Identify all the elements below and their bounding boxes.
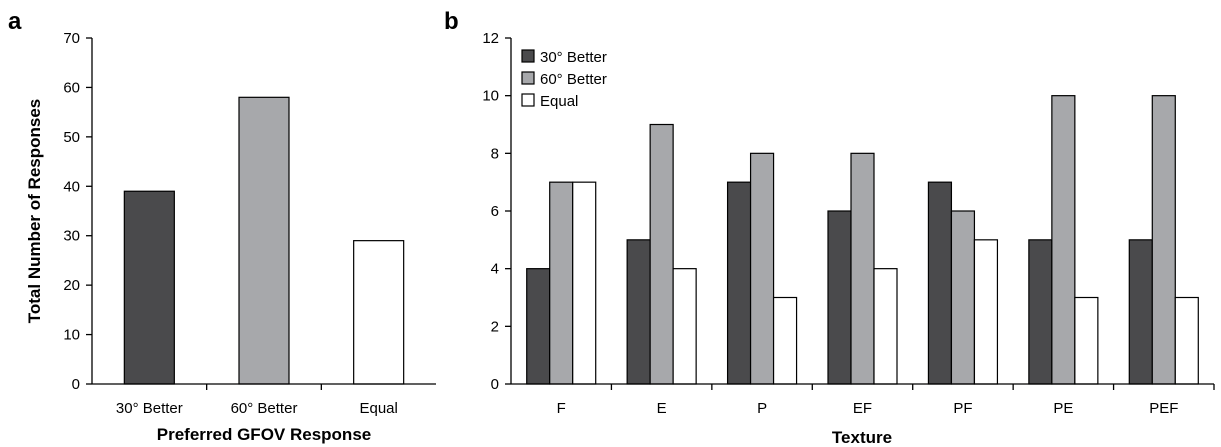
panel-b-bar <box>1051 95 1076 385</box>
panel-b-y-tick-label: 0 <box>491 376 499 393</box>
panel-b-x-axis-title: Texture <box>832 428 892 447</box>
panel-b-bars <box>526 95 1199 385</box>
panel-b-bar <box>927 181 953 385</box>
panel-b-y-tick-label: 4 <box>491 261 499 278</box>
panel-a-x-tick-label: 60° Better <box>231 400 298 417</box>
panel-b-bar <box>973 239 999 385</box>
panel-b-bar <box>850 152 875 385</box>
panel-b-x-tick-label: PF <box>953 400 972 417</box>
panel-b-legend-swatch <box>521 49 535 63</box>
panel-a-x-axis-title: Preferred GFOV Response <box>157 425 371 444</box>
panel-b-bar <box>1128 239 1153 385</box>
panel-b-legend-swatch <box>521 93 535 107</box>
panel-a-y-tick-label: 70 <box>63 30 80 47</box>
panel-a-y-tick-label: 60 <box>63 79 80 96</box>
panel-b-x-tick-label: P <box>757 400 767 417</box>
panel-b-bar <box>649 123 674 385</box>
panel-b-bar <box>1074 296 1099 385</box>
panel-b-bar <box>772 296 798 385</box>
panel-b-legend: 30° Better 60° Better Equal <box>521 49 607 110</box>
panel-b-bar <box>549 181 574 385</box>
panel-b-legend-label: 30° Better <box>540 49 607 66</box>
panel-b-legend-label: Equal <box>540 93 578 110</box>
panel-a-y-tick-label: 40 <box>63 178 80 195</box>
panel-b-bar <box>950 210 976 385</box>
panel-a-x-tick-label: 30° Better <box>116 400 183 417</box>
panel-b-x-tick-label: E <box>657 400 667 417</box>
panel-b-y-tick-label: 2 <box>491 318 499 335</box>
panel-b-y-tick-label: 6 <box>491 203 499 220</box>
panel-b-bar <box>572 181 597 385</box>
panel-a-x-tick-label: Equal <box>359 400 397 417</box>
panel-b-bar <box>1151 95 1176 385</box>
panel-a-y-ticks: 0 10 20 30 40 50 60 70 <box>63 30 92 393</box>
panel-b-x-tick-label: PEF <box>1149 400 1178 417</box>
panel-a-bar <box>123 190 175 385</box>
panel-b-bar <box>1028 239 1053 385</box>
panel-b-bar <box>526 268 551 385</box>
panel-b-y-tick-label: 12 <box>482 30 499 47</box>
panel-a-y-tick-label: 30 <box>63 228 80 245</box>
panel-b-x-tick-label: PE <box>1053 400 1073 417</box>
panel-a-y-tick-label: 0 <box>72 376 80 393</box>
panel-b-bar <box>1174 296 1199 385</box>
panel-a-bar <box>238 96 290 385</box>
panel-b-bar <box>827 210 852 385</box>
panel-b-letter: b <box>444 8 459 35</box>
panel-b-legend-swatch <box>521 71 535 85</box>
panel-b-bar <box>873 268 898 385</box>
panel-b-x-tick-label: EF <box>853 400 872 417</box>
panel-a-chart: a 0 10 20 30 40 50 60 70 30° Better 60° Better Eq… <box>8 8 436 444</box>
panel-a-y-tick-label: 50 <box>63 129 80 146</box>
panel-b-x-tick-labels: F E P EF PF PE PEF <box>557 384 1215 417</box>
panel-a-y-tick-label: 10 <box>63 327 80 344</box>
panel-b-bar <box>726 181 752 385</box>
panel-b-y-tick-label: 8 <box>491 145 499 162</box>
panel-b-x-tick-label: F <box>557 400 566 417</box>
panel-a-x-tick-labels: 30° Better 60° Better Equal <box>116 384 398 417</box>
panel-a-bars <box>123 96 405 385</box>
panel-b-bar <box>626 239 651 385</box>
panel-b-legend-label: 60° Better <box>540 71 607 88</box>
panel-b-bar <box>749 152 775 385</box>
panel-b-y-ticks: 0 2 4 6 8 10 12 <box>482 30 511 393</box>
panel-a-y-tick-label: 20 <box>63 277 80 294</box>
panel-a-bar <box>353 240 405 385</box>
panel-a-letter: a <box>8 8 22 35</box>
panel-a-y-axis-title: Total Number of Responses <box>25 99 44 324</box>
panel-b-y-tick-label: 10 <box>482 88 499 105</box>
panel-b-bar <box>672 268 697 385</box>
